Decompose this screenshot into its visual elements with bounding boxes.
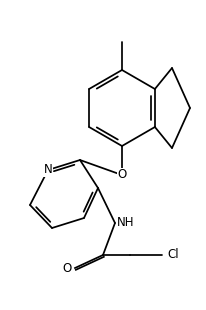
Text: N: N: [43, 163, 52, 176]
Text: O: O: [117, 169, 126, 181]
Text: O: O: [62, 262, 72, 274]
Text: Cl: Cl: [166, 249, 178, 262]
Text: NH: NH: [116, 216, 134, 229]
